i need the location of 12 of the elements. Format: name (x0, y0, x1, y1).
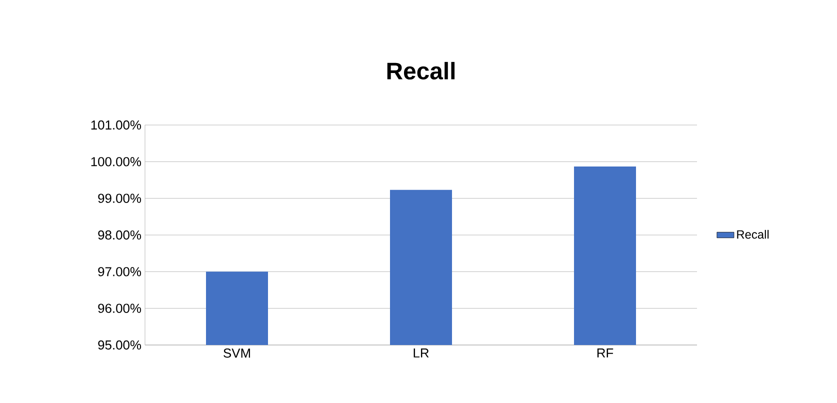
x-tick-label: RF (597, 348, 614, 358)
legend-label: Recall (737, 230, 769, 239)
y-tick-label: 97.00% (98, 267, 142, 276)
y-tick-label: 100.00% (91, 157, 142, 166)
y-tick-label: 101.00% (91, 120, 142, 130)
x-tick-label: LR (414, 348, 429, 358)
y-tick-label: 99.00% (98, 194, 142, 203)
x-tick-label: SVM (224, 348, 250, 358)
y-tick-label: 95.00% (98, 340, 142, 350)
chart-title: Recall (387, 62, 455, 80)
y-tick-label: 98.00% (98, 230, 142, 240)
y-tick-label: 96.00% (98, 304, 142, 313)
